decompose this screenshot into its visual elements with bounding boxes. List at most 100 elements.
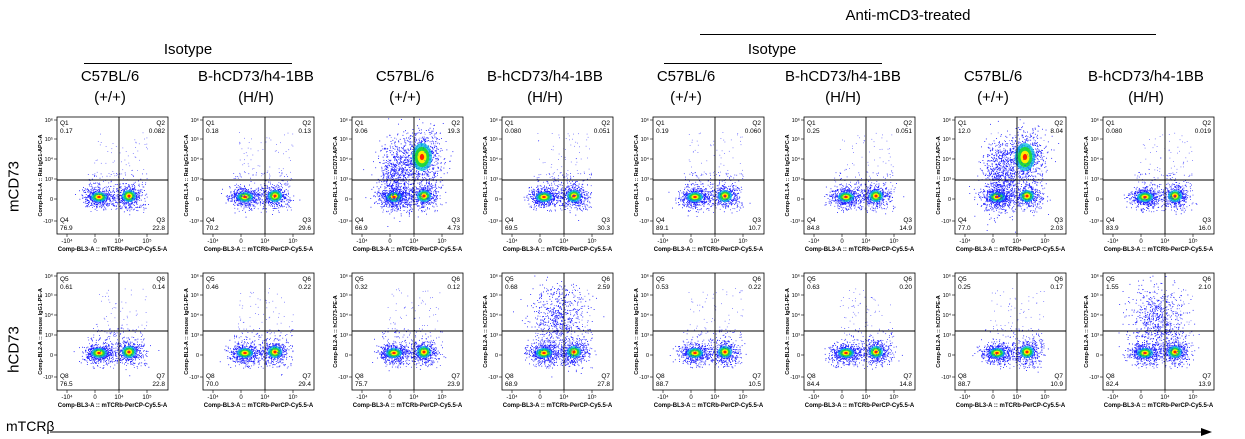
- x-tick-label: 0: [689, 239, 693, 245]
- y-tick-label: 10⁴: [641, 312, 650, 319]
- x-axis-label: Comp-BL3-A :: mTCRb-PerCP-Cy5.5-A: [1104, 403, 1214, 409]
- column-genotype-6: (H/H): [825, 89, 861, 106]
- flow-plot-hcd73-3: Q5 0.32 Q6 0.12 Q7 23.9 Q8 75.7 -10⁴ 0 10⁴ 10⁵ Comp-…: [333, 272, 464, 419]
- quadrant-name: Q6: [1054, 276, 1063, 283]
- quadrant-value: 19.3: [447, 128, 460, 135]
- quadrant-name: Q6: [451, 276, 460, 283]
- quadrant-name: Q6: [601, 276, 610, 283]
- y-tick-label: 10⁵: [191, 136, 199, 143]
- x-tick-label: -10⁴: [506, 394, 518, 401]
- quadrant-name: Q6: [903, 276, 912, 283]
- flow-plot-hcd73-7: Q5 0.25 Q6 0.17 Q7 10.9 Q8 88.7 -10⁴ 0 10⁴ 10⁵ Comp-…: [936, 272, 1067, 419]
- quadrant-name: Q7: [903, 373, 912, 380]
- x-tick-label: -10⁴: [1107, 394, 1119, 401]
- y-tick-label: 10⁵: [943, 292, 951, 299]
- column-strain-5: C57BL/6: [657, 68, 715, 85]
- quadrant-value: 76.9: [60, 225, 73, 232]
- quadrant-name: Q2: [1054, 120, 1063, 127]
- x-tick-label: -10⁴: [207, 238, 219, 245]
- y-tick-label: 10⁶: [641, 117, 649, 124]
- x-tick-label: -10⁴: [356, 394, 368, 401]
- y-tick-label: 10⁵: [490, 136, 498, 143]
- plot-frame: [954, 272, 1067, 391]
- column-genotype-3: (+/+): [389, 89, 421, 106]
- y-axis-label: Comp-BL2-A :: mouse IgG1-PE-A: [785, 288, 791, 375]
- y-tick-label: 10⁵: [641, 292, 649, 299]
- x-tick-label: 10⁴: [559, 238, 569, 245]
- y-tick-label: 0: [948, 353, 951, 359]
- y-tick-label: 10³: [943, 333, 951, 339]
- quadrant-name: Q3: [752, 217, 761, 224]
- y-tick-label: 0: [495, 197, 498, 203]
- x-tick-label: -10⁴: [808, 394, 820, 401]
- column-genotype-8: (H/H): [1128, 89, 1164, 106]
- x-axis-label: Comp-BL3-A :: mTCRb-PerCP-Cy5.5-A: [58, 403, 168, 409]
- x-tick-label: 0: [1139, 395, 1143, 401]
- flow-plot-hcd73-4: Q5 0.68 Q6 2.59 Q7 27.8 Q8 68.9 -10⁴ 0 10⁴ 10⁵ Comp-…: [483, 272, 614, 419]
- y-tick-label: 10⁶: [340, 117, 348, 124]
- x-tick-label: 0: [239, 239, 243, 245]
- plot-frame: [803, 116, 916, 235]
- column-genotype-5: (+/+): [670, 89, 702, 106]
- quadrant-value: 77.0: [958, 225, 971, 232]
- quadrant-value: 0.18: [206, 128, 219, 135]
- quadrant-name: Q2: [1202, 120, 1211, 127]
- y-tick-label: 10⁵: [340, 292, 348, 299]
- quadrant-name: Q6: [302, 276, 311, 283]
- y-tick-label: 0: [495, 353, 498, 359]
- quadrant-value: 84.4: [807, 381, 820, 388]
- y-tick-label: 0: [1096, 353, 1099, 359]
- y-tick-label: -10³: [790, 375, 800, 381]
- quadrant-name: Q2: [302, 120, 311, 127]
- quadrant-value: 23.9: [447, 381, 460, 388]
- y-tick-label: 0: [646, 353, 649, 359]
- x-axis-label: Comp-BL3-A :: mTCRb-PerCP-Cy5.5-A: [353, 403, 463, 409]
- y-tick-label: 0: [50, 353, 53, 359]
- quadrant-name: Q2: [451, 120, 460, 127]
- x-tick-label: -10⁴: [61, 238, 73, 245]
- y-tick-label: 10³: [641, 177, 649, 183]
- quadrant-name: Q8: [60, 373, 69, 380]
- plot-frame: [202, 116, 315, 235]
- x-axis-label: Comp-BL3-A :: mTCRb-PerCP-Cy5.5-A: [805, 247, 915, 253]
- y-axis-label: Comp-RL1-A :: Rat IgG1-APC-A: [38, 134, 44, 216]
- quadrant-value: 88.7: [656, 381, 669, 388]
- x-tick-label: 0: [1139, 239, 1143, 245]
- y-tick-label: 10⁴: [1091, 156, 1100, 163]
- column-strain-2: B-hCD73/h4-1BB: [198, 68, 314, 85]
- y-tick-label: 0: [196, 197, 199, 203]
- quadrant-value: 12.0: [958, 128, 971, 135]
- x-axis-label: Comp-BL3-A :: mTCRb-PerCP-Cy5.5-A: [204, 403, 314, 409]
- quadrant-value: 0.61: [60, 284, 73, 291]
- quadrant-name: Q7: [1054, 373, 1063, 380]
- y-tick-label: 10⁶: [490, 273, 498, 280]
- quadrant-value: 69.5: [505, 225, 518, 232]
- flow-plot-hcd73-5: Q5 0.53 Q6 0.22 Q7 10.5 Q8 88.7 -10⁴ 0 10⁴ 10⁵ Comp-…: [634, 272, 765, 419]
- y-tick-label: 10³: [792, 177, 800, 183]
- quadrant-name: Q8: [355, 373, 364, 380]
- y-tick-label: 10³: [1091, 177, 1099, 183]
- quadrant-value: 14.9: [899, 225, 912, 232]
- quadrant-name: Q2: [903, 120, 912, 127]
- y-axis-label: Comp-RL1-A :: Rat IgG1-APC-A: [634, 134, 640, 216]
- x-tick-label: -10⁴: [61, 394, 73, 401]
- dot-cloud: [513, 275, 605, 378]
- y-tick-label: 10⁵: [943, 136, 951, 143]
- quadrant-name: Q5: [807, 276, 816, 283]
- y-tick-label: -10³: [1089, 375, 1099, 381]
- y-axis-label: Comp-BL2-A :: mouse IgG1-PE-A: [38, 288, 44, 375]
- x-tick-label: 10⁵: [1188, 394, 1198, 401]
- quadrant-name: Q5: [206, 276, 215, 283]
- row-label-mcd73: mCD73: [6, 161, 23, 213]
- quadrant-value: 0.32: [355, 284, 368, 291]
- x-tick-label: 10⁴: [260, 238, 270, 245]
- isotype-line-left: [84, 63, 292, 64]
- column-strain-4: B-hCD73/h4-1BB: [487, 68, 603, 85]
- y-axis-label: Comp-RL1-A :: mCD73-APC-A: [936, 136, 942, 214]
- quadrant-name: Q8: [656, 373, 665, 380]
- quadrant-name: Q6: [752, 276, 761, 283]
- quadrant-value: 0.53: [656, 284, 669, 291]
- plot-frame: [56, 272, 169, 391]
- quadrant-value: 0.060: [745, 128, 762, 135]
- column-genotype-7: (+/+): [977, 89, 1009, 106]
